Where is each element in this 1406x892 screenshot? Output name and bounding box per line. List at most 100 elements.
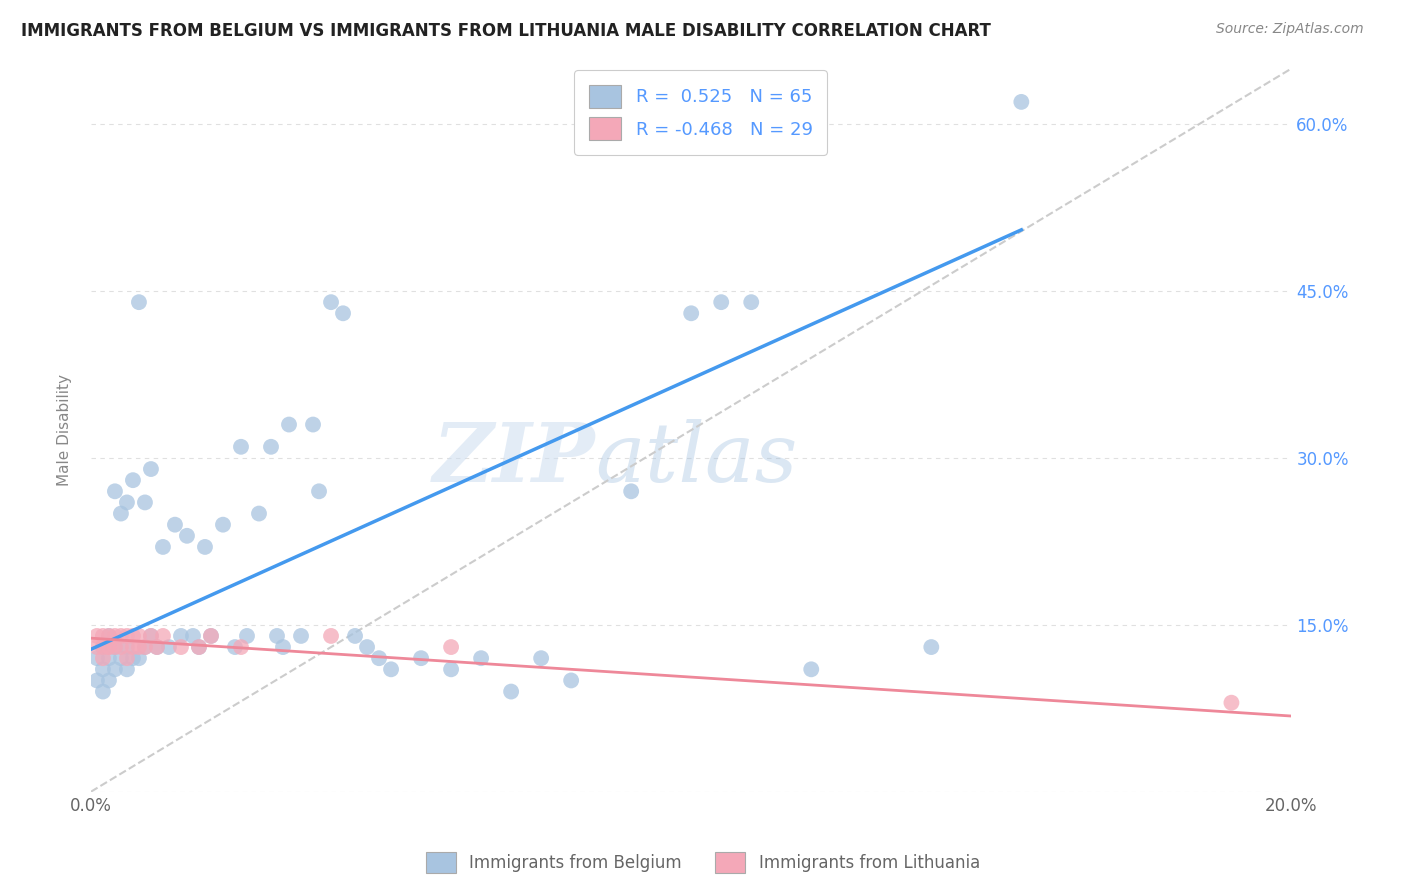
Point (139, 462, 162, 476)
Point (224, 640, 246, 654)
Point (920, 640, 942, 654)
Point (86, 651, 108, 665)
Text: Source: ZipAtlas.com: Source: ZipAtlas.com (1216, 22, 1364, 37)
Point (163, 517, 186, 532)
Point (470, 651, 492, 665)
Point (181, 629, 204, 643)
Point (122, 640, 145, 654)
Point (115, 629, 138, 643)
Point (1220, 696, 1243, 710)
Point (104, 629, 127, 643)
Point (97, 629, 120, 643)
Legend: Immigrants from Belgium, Immigrants from Lithuania: Immigrants from Belgium, Immigrants from… (419, 846, 987, 880)
Point (134, 640, 156, 654)
Point (501, 684, 523, 698)
Point (110, 507, 132, 521)
Point (212, 517, 235, 532)
Point (97, 673, 120, 688)
Point (620, 484, 643, 499)
Point (91, 640, 114, 654)
Point (128, 629, 150, 643)
Point (104, 640, 127, 654)
Point (104, 640, 127, 654)
Point (236, 629, 259, 643)
Point (260, 440, 283, 454)
Point (681, 306, 703, 320)
Text: ZIP: ZIP (433, 419, 595, 499)
Point (247, 507, 270, 521)
Point (134, 495, 156, 509)
Point (146, 640, 169, 654)
Point (97, 651, 120, 665)
Point (229, 440, 252, 454)
Point (332, 306, 354, 320)
Point (139, 629, 162, 643)
Point (146, 640, 169, 654)
Point (122, 629, 145, 643)
Point (200, 629, 222, 643)
Text: IMMIGRANTS FROM BELGIUM VS IMMIGRANTS FROM LITHUANIA MALE DISABILITY CORRELATION: IMMIGRANTS FROM BELGIUM VS IMMIGRANTS FR… (21, 22, 991, 40)
Point (115, 662, 138, 676)
Point (115, 640, 138, 654)
Point (110, 629, 132, 643)
Point (308, 484, 330, 499)
Point (344, 629, 367, 643)
Point (122, 473, 145, 487)
Point (128, 651, 150, 665)
Point (86, 640, 108, 654)
Point (91, 629, 114, 643)
Point (122, 651, 145, 665)
Point (176, 529, 198, 543)
Point (319, 629, 342, 643)
Point (104, 662, 127, 676)
Point (740, 295, 762, 310)
Point (800, 662, 823, 676)
Point (290, 629, 312, 643)
Point (110, 640, 132, 654)
Point (194, 540, 217, 554)
Point (91, 640, 114, 654)
Point (91, 662, 114, 676)
Point (409, 651, 432, 665)
Point (229, 640, 252, 654)
Point (188, 640, 211, 654)
Point (1010, 95, 1032, 109)
Point (128, 640, 150, 654)
Point (368, 651, 391, 665)
Y-axis label: Male Disability: Male Disability (58, 374, 72, 486)
Point (200, 629, 222, 643)
Point (271, 640, 294, 654)
Point (266, 629, 288, 643)
Point (356, 640, 378, 654)
Point (86, 673, 108, 688)
Legend: R =  0.525   N = 65, R = -0.468   N = 29: R = 0.525 N = 65, R = -0.468 N = 29 (574, 70, 827, 154)
Point (278, 417, 301, 432)
Text: atlas: atlas (595, 419, 797, 499)
Point (440, 662, 463, 676)
Point (139, 629, 162, 643)
Point (86, 629, 108, 643)
Point (97, 640, 120, 654)
Point (91, 651, 114, 665)
Point (170, 629, 193, 643)
Point (560, 673, 582, 688)
Point (128, 295, 150, 310)
Point (188, 640, 211, 654)
Point (530, 651, 553, 665)
Point (115, 495, 138, 509)
Point (380, 662, 402, 676)
Point (104, 484, 127, 499)
Point (170, 640, 193, 654)
Point (157, 640, 180, 654)
Point (710, 295, 733, 310)
Point (440, 640, 463, 654)
Point (152, 629, 174, 643)
Point (319, 295, 342, 310)
Point (97, 629, 120, 643)
Point (134, 640, 156, 654)
Point (152, 540, 174, 554)
Point (97, 640, 120, 654)
Point (91, 684, 114, 698)
Point (302, 417, 325, 432)
Point (110, 651, 132, 665)
